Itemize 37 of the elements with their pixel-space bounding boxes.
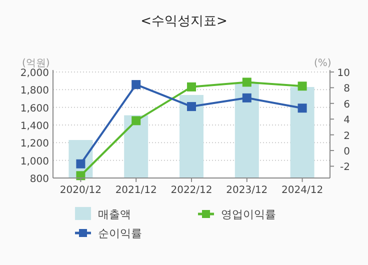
point [132, 80, 141, 90]
legend-item: 매출액 [75, 207, 131, 221]
y-tick-label: 2,000 [20, 68, 49, 79]
x-tick-label: 2021/12 [115, 185, 157, 196]
y2-tick-label: 2 [344, 130, 350, 142]
y-tick-label: 800 [30, 174, 49, 185]
x-tick-label: 2020/12 [60, 185, 102, 196]
x-tick-label: 2024/12 [282, 185, 324, 196]
y-tick-label: 1,400 [20, 121, 49, 132]
point [187, 102, 196, 112]
x-tick-label: 2023/12 [226, 185, 268, 196]
y2-tick-label: 10 [337, 68, 350, 79]
x-tick-label: 2022/12 [170, 185, 212, 196]
y-axis-title: (억원) [22, 58, 50, 69]
y2-tick-label: 4 [344, 115, 350, 126]
point [298, 104, 307, 113]
y2-axis-title: (%) [314, 58, 332, 69]
legend-item: 순이익률 [75, 227, 142, 240]
point [242, 93, 252, 102]
legend-label: 매출액 [98, 208, 131, 221]
legend-label: 영업이익률 [221, 208, 276, 221]
point [187, 82, 196, 92]
y-tick-label: 1,000 [20, 156, 49, 168]
point [298, 82, 307, 91]
y2-tick-label: 8 [344, 84, 350, 95]
point [132, 116, 141, 126]
point [242, 78, 252, 87]
y-tick-label: 1,600 [20, 103, 49, 114]
point [76, 159, 86, 168]
y2-tick-label: 0 [344, 146, 350, 158]
y-tick-label: 1,800 [20, 86, 49, 97]
y2-tick-label: 6 [344, 99, 350, 110]
y2-tick-label: -2 [340, 162, 350, 174]
y-tick-label: 1,200 [20, 138, 49, 150]
legend-item: 영업이익률 [198, 208, 276, 221]
legend-label: 순이익률 [98, 227, 142, 240]
chart-title: <수익성지표> [140, 14, 228, 29]
